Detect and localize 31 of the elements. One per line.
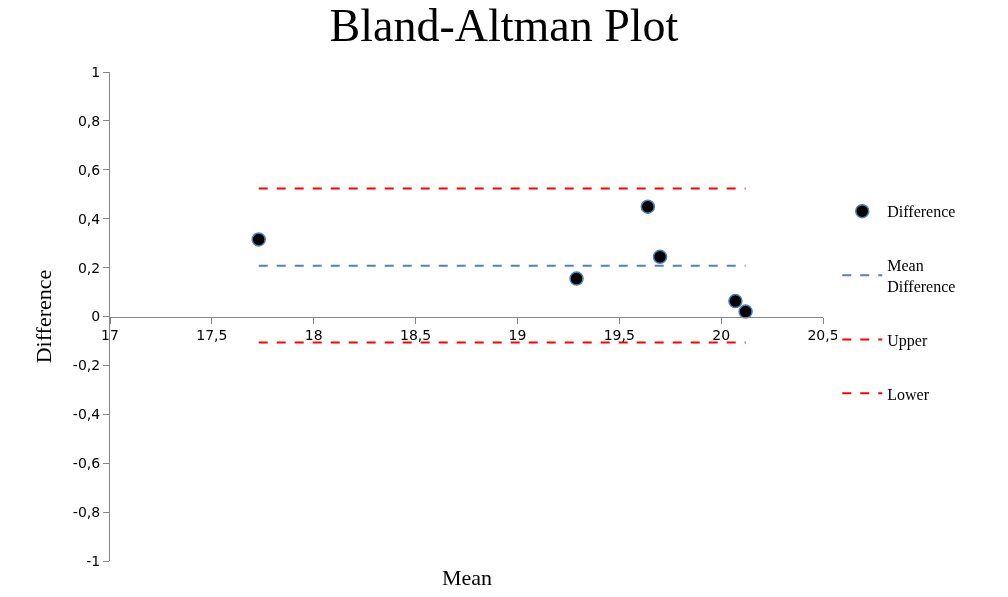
y-tick-label: 0,8 <box>77 112 101 129</box>
y-tick-label: 1 <box>91 63 101 80</box>
x-tick-label: 19 <box>508 327 527 344</box>
point <box>652 249 668 265</box>
legend-label: Difference <box>887 203 956 221</box>
x-tick-label: 17 <box>101 327 119 344</box>
y-tick-label: -1 <box>86 552 101 569</box>
legend-label: Mean Difference <box>887 257 956 295</box>
y-tick-label: 0,2 <box>77 259 101 276</box>
y-tick-label: -0,2 <box>72 357 101 374</box>
x-tick-label: 18 <box>304 327 323 344</box>
x-tick-label: 17,5 <box>196 327 228 344</box>
x-tick-label: 20,5 <box>807 327 839 344</box>
y-tick-label: 0 <box>91 308 101 325</box>
point <box>569 271 584 286</box>
x-tick-label: 18,5 <box>399 327 432 344</box>
y-axis-title: Difference <box>30 269 56 364</box>
point <box>251 232 266 247</box>
x-tick-label: 19,5 <box>603 327 635 344</box>
point <box>640 199 656 214</box>
y-tick-label: 0,4 <box>77 210 101 227</box>
y-tick-label: -0,8 <box>72 504 101 520</box>
legend-label: Lower <box>887 385 930 403</box>
chart-title: Bland-Altman Plot <box>329 0 679 52</box>
y-tick-label: 0,6 <box>77 161 101 178</box>
legend-label: Upper <box>887 331 928 350</box>
x-tick-label: 20 <box>712 327 731 344</box>
x-axis-title: Mean <box>442 565 493 590</box>
y-tick-label: -0,6 <box>72 455 101 472</box>
point <box>728 293 743 309</box>
y-tick-label: -0,4 <box>72 406 101 423</box>
